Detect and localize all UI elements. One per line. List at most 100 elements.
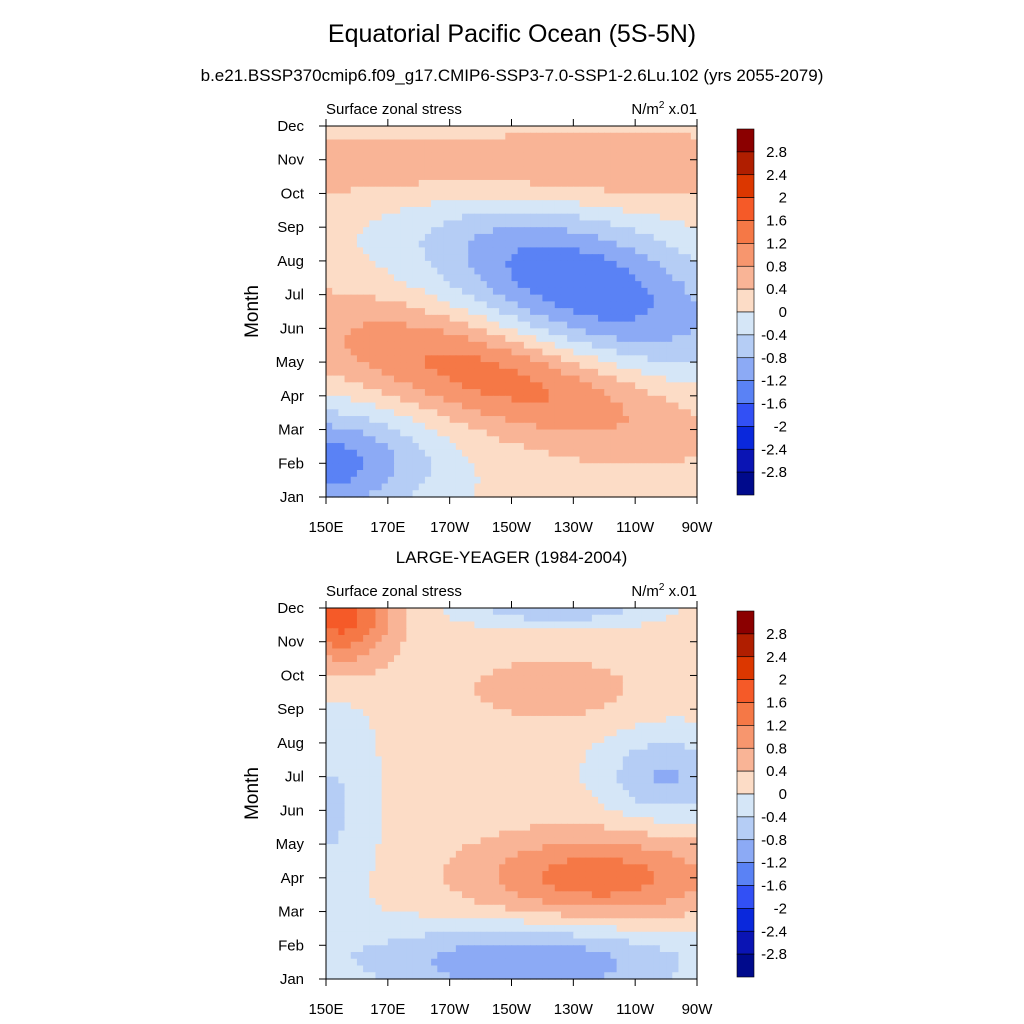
contour-cell bbox=[492, 422, 500, 431]
contour-cell bbox=[369, 375, 377, 383]
contour-cell bbox=[394, 294, 401, 302]
contour-cell bbox=[406, 193, 414, 201]
contour-cell bbox=[604, 769, 612, 778]
contour-cell bbox=[684, 314, 692, 323]
contour-cell bbox=[511, 220, 519, 228]
contour-cell bbox=[505, 233, 513, 242]
contour-cell bbox=[394, 146, 401, 154]
contour-cell bbox=[449, 159, 457, 168]
contour-cell bbox=[431, 382, 438, 390]
contour-cell bbox=[350, 152, 358, 161]
contour-cell bbox=[486, 449, 494, 458]
contour-cell bbox=[505, 274, 513, 282]
contour-cell bbox=[369, 715, 377, 724]
contour-cell bbox=[548, 206, 556, 215]
contour-cell bbox=[505, 409, 513, 417]
contour-cell bbox=[332, 240, 339, 249]
contour-cell bbox=[523, 490, 531, 498]
contour-cell bbox=[585, 260, 593, 269]
contour-cell bbox=[462, 634, 469, 643]
contour-cell bbox=[492, 281, 500, 289]
contour-cell bbox=[511, 476, 519, 485]
contour-cell bbox=[437, 614, 445, 623]
contour-cell bbox=[338, 608, 346, 616]
contour-cell bbox=[610, 476, 618, 485]
contour-cell bbox=[579, 409, 587, 417]
contour-cell bbox=[678, 763, 686, 771]
contour-cell bbox=[511, 402, 519, 410]
contour-cell bbox=[369, 267, 377, 275]
contour-cell bbox=[387, 362, 395, 370]
contour-cell bbox=[356, 126, 364, 134]
contour-cell bbox=[356, 328, 364, 336]
contour-cell bbox=[684, 341, 692, 350]
contour-cell bbox=[672, 159, 680, 168]
contour-cell bbox=[647, 173, 655, 181]
contour-cell bbox=[628, 301, 636, 309]
contour-cell bbox=[560, 749, 568, 757]
contour-cell bbox=[591, 126, 599, 134]
contour-cell bbox=[344, 301, 352, 309]
contour-cell bbox=[517, 193, 525, 201]
contour-cell bbox=[455, 608, 463, 616]
contour-cell bbox=[604, 675, 612, 683]
contour-cell bbox=[659, 321, 667, 329]
contour-cell bbox=[344, 260, 352, 269]
contour-cell bbox=[387, 173, 395, 181]
contour-cell bbox=[517, 200, 525, 208]
contour-cell bbox=[610, 756, 618, 764]
contour-cell bbox=[554, 287, 562, 296]
contour-cell bbox=[505, 661, 513, 670]
contour-cell bbox=[591, 709, 599, 717]
contour-cell bbox=[406, 200, 414, 208]
contour-cell bbox=[356, 267, 364, 275]
contour-cell bbox=[536, 776, 544, 784]
contour-cell bbox=[542, 220, 550, 228]
contour-cell bbox=[542, 682, 550, 690]
contour-cell bbox=[338, 722, 346, 731]
contour-cell bbox=[511, 395, 519, 404]
contour-cell bbox=[598, 695, 605, 704]
contour-cell bbox=[400, 368, 407, 377]
contour-cell bbox=[350, 247, 358, 255]
contour-cell bbox=[492, 395, 500, 404]
contour-cell bbox=[344, 233, 352, 242]
contour-cell bbox=[387, 621, 395, 629]
contour-cell bbox=[332, 382, 339, 390]
contour-cell bbox=[690, 682, 698, 690]
contour-cell bbox=[431, 476, 438, 485]
contour-cell bbox=[573, 668, 581, 677]
contour-cell bbox=[431, 715, 438, 724]
contour-cell bbox=[573, 348, 581, 356]
contour-cell bbox=[653, 166, 661, 174]
contour-cell bbox=[474, 742, 482, 751]
contour-cell bbox=[523, 375, 531, 383]
contour-cell bbox=[418, 416, 426, 424]
contour-cell bbox=[517, 146, 525, 154]
contour-cell bbox=[387, 274, 395, 282]
contour-cell bbox=[332, 159, 339, 168]
contour-cell bbox=[344, 783, 352, 791]
contour-cell bbox=[424, 769, 432, 778]
contour-cell bbox=[443, 608, 451, 616]
contour-cell bbox=[437, 648, 445, 656]
contour-cell bbox=[647, 449, 655, 458]
contour-cell bbox=[585, 254, 593, 262]
contour-cell bbox=[468, 220, 475, 228]
colorbar-label: 0.4 bbox=[766, 281, 787, 298]
contour-cell bbox=[480, 341, 488, 350]
contour-cell bbox=[628, 132, 636, 141]
contour-cell bbox=[406, 348, 414, 356]
contour-cell bbox=[635, 702, 642, 710]
contour-cell bbox=[369, 668, 377, 677]
colorbar-swatch bbox=[736, 380, 755, 404]
contour-cell bbox=[579, 200, 587, 208]
contour-cell bbox=[375, 254, 383, 262]
contour-cell bbox=[536, 200, 544, 208]
contour-cell bbox=[350, 422, 358, 431]
contour-cell bbox=[338, 260, 346, 269]
contour-cell bbox=[560, 429, 568, 437]
contour-cell bbox=[431, 314, 438, 323]
colorbar-label: 2.4 bbox=[766, 167, 787, 184]
contour-cell bbox=[326, 688, 333, 697]
